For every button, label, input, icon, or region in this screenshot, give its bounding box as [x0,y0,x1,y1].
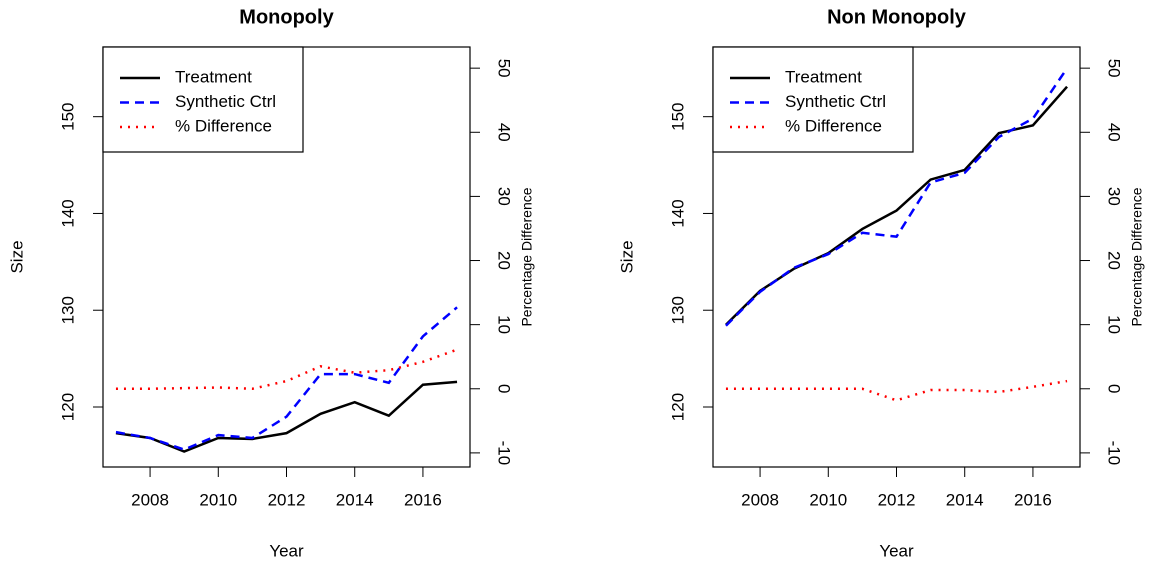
y2-tick-label: -10 [495,441,514,466]
legend-box [102,46,304,153]
y2-tick-label: 30 [1105,187,1124,206]
y2-tick-label: 20 [495,251,514,270]
x-tick-label: 2014 [336,490,374,509]
series-line [115,380,458,453]
legend-label: % Difference [785,116,882,135]
y-tick-label: 150 [58,102,77,130]
y-tick-label: 150 [668,102,687,130]
y2-tick-label: 30 [495,187,514,206]
x-tick-label: 2010 [199,490,237,509]
y2-tick-label: 50 [1105,59,1124,78]
y2-tick-label: 10 [1105,315,1124,334]
x-tick-label: 2014 [946,490,984,509]
y-tick-label: 120 [668,393,687,421]
y-tick-label: 130 [58,296,77,324]
y-tick-label: 140 [668,199,687,227]
y2-axis-label: Percentage Difference [519,187,535,326]
y2-tick-label: 0 [495,384,514,393]
legend-box [712,46,914,153]
legend-label: Synthetic Ctrl [785,92,886,111]
legend-label: Treatment [175,67,252,86]
y2-axis-label: Percentage Difference [1129,187,1145,326]
y2-tick-label: 40 [1105,123,1124,142]
y2-tick-label: 20 [1105,251,1124,270]
y-tick-label: 120 [58,393,77,421]
chart-title: Non Monopoly [827,6,967,28]
y-tick-label: 130 [668,296,687,324]
y-axis-label: Size [617,240,636,273]
x-axis-label: Year [269,541,304,560]
y2-tick-label: 0 [1105,384,1124,393]
series-line [725,67,1069,327]
legend-label: Treatment [785,67,862,86]
x-tick-label: 2010 [809,490,847,509]
series-line [115,306,458,451]
x-tick-label: 2016 [404,490,442,509]
y2-tick-label: 40 [495,123,514,142]
y2-tick-label: 10 [495,315,514,334]
legend-label: % Difference [175,116,272,135]
x-tick-label: 2008 [741,490,779,509]
chart-title: Monopoly [239,6,334,28]
series-line [115,348,458,391]
x-tick-label: 2012 [878,490,916,509]
x-tick-label: 2012 [268,490,306,509]
x-axis-label: Year [879,541,914,560]
series-line [725,379,1068,402]
legend-label: Synthetic Ctrl [175,92,276,111]
x-tick-label: 2008 [131,490,169,509]
y-tick-label: 140 [58,199,77,227]
x-tick-label: 2016 [1014,490,1052,509]
y-axis-label: Size [7,240,26,273]
y2-tick-label: 50 [495,59,514,78]
y2-tick-label: -10 [1105,441,1124,466]
